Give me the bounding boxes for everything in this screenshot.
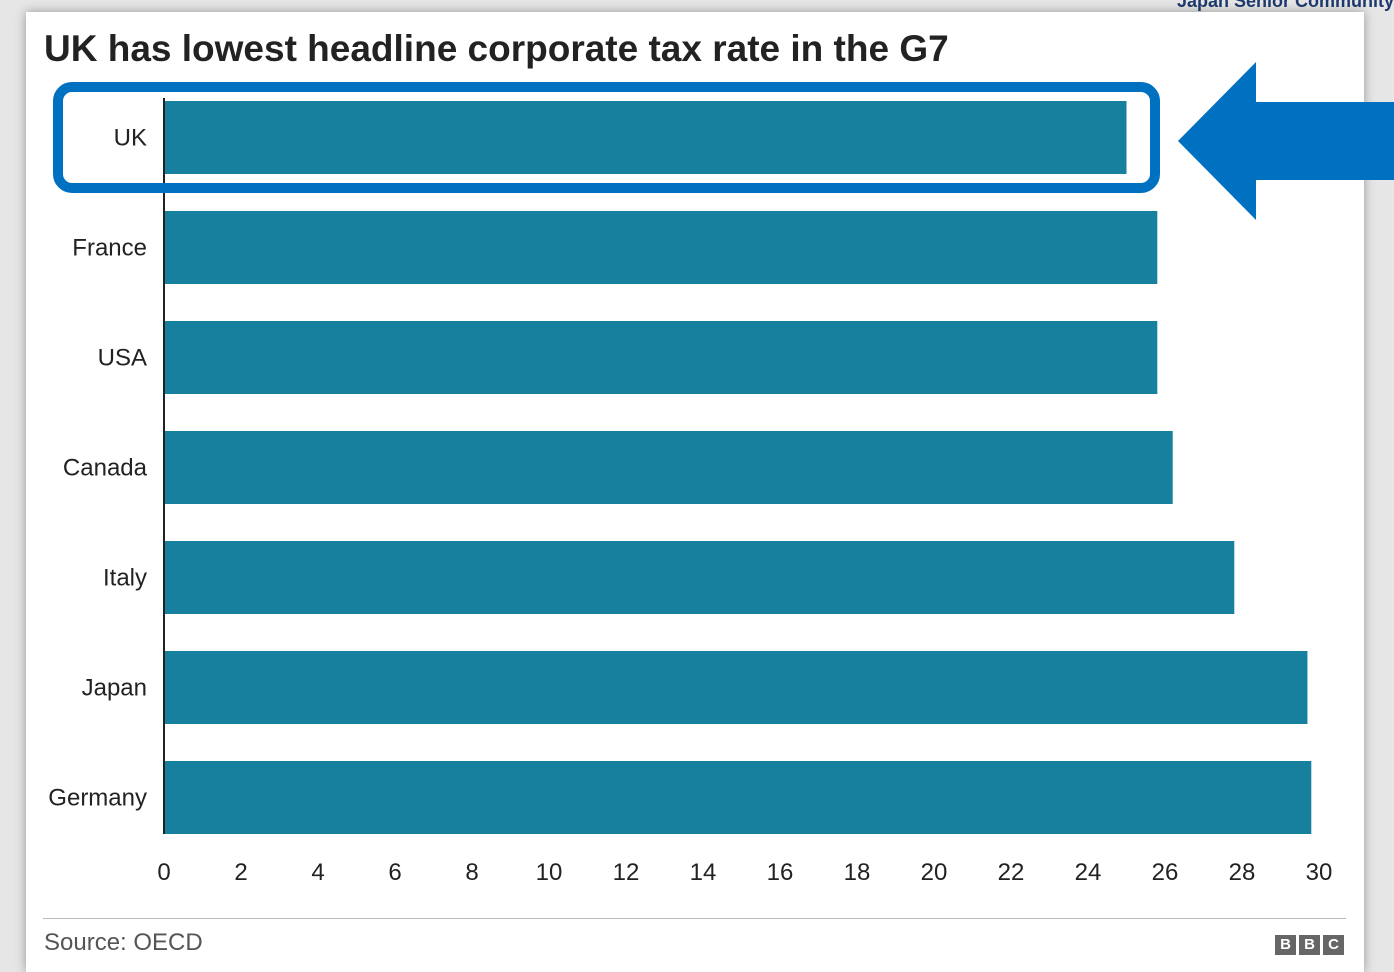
watermark: Japan Senior Community (1176, 0, 1394, 11)
x-tick-label: 6 (388, 859, 401, 886)
x-tick-label: 4 (311, 859, 324, 886)
bar-germany (164, 761, 1312, 834)
x-tick-label: 2 (234, 859, 247, 886)
x-tick-label: 12 (613, 859, 640, 886)
bar-italy (164, 541, 1235, 614)
category-label: Italy (103, 565, 147, 592)
source-note: Source: OECD (44, 929, 203, 956)
category-label: Canada (63, 455, 148, 482)
bar-usa (164, 321, 1158, 394)
x-tick-label: 10 (536, 859, 563, 886)
category-label: France (72, 235, 147, 262)
chart-title: UK has lowest headline corporate tax rat… (44, 28, 949, 69)
x-tick-label: 0 (157, 859, 170, 886)
bar-uk (164, 101, 1127, 174)
x-tick-label: 14 (690, 859, 717, 886)
highlight-box (53, 82, 1160, 193)
x-tick-label: 28 (1229, 859, 1256, 886)
bbc-logo: B B C (1275, 935, 1344, 955)
logo-letter: C (1323, 935, 1344, 955)
x-tick-label: 24 (1075, 859, 1102, 886)
footer-divider (43, 918, 1346, 919)
x-tick-label: 22 (998, 859, 1025, 886)
x-tick-label: 30 (1306, 859, 1333, 886)
category-label: Japan (82, 675, 147, 702)
x-tick-label: 18 (844, 859, 871, 886)
category-label: USA (98, 345, 147, 372)
category-label: UK (114, 125, 147, 152)
bar-france (164, 211, 1158, 284)
category-label: Germany (48, 785, 147, 812)
bar-japan (164, 651, 1308, 724)
highlight-arrow-icon (1178, 62, 1394, 220)
logo-letter: B (1299, 935, 1320, 955)
x-tick-label: 8 (465, 859, 478, 886)
x-tick-label: 26 (1152, 859, 1179, 886)
x-tick-label: 16 (767, 859, 794, 886)
logo-letter: B (1275, 935, 1296, 955)
x-tick-label: 20 (921, 859, 948, 886)
bar-canada (164, 431, 1173, 504)
